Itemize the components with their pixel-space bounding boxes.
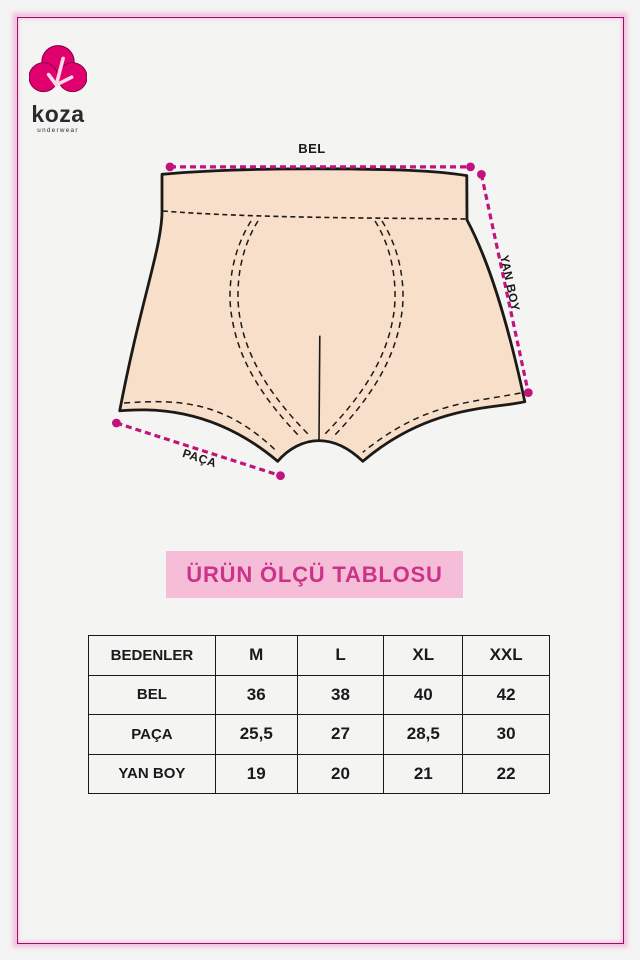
- svg-text:PAÇA: PAÇA: [181, 446, 219, 470]
- svg-text:BEL: BEL: [298, 141, 326, 156]
